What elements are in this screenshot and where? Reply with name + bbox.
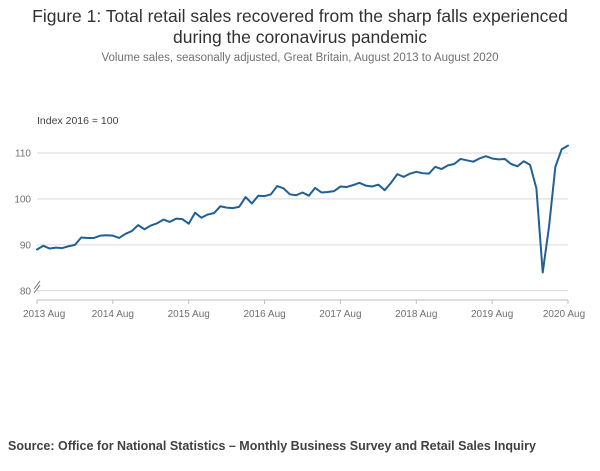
series-line-retail-sales [36,144,569,274]
x-tick-label-2: 2015 Aug [168,309,210,320]
x-tick-label-5: 2018 Aug [395,309,437,320]
y-tick-label-90: 90 [20,240,32,251]
chart-title-line-1: Figure 1: Total retail sales recovered f… [32,6,568,26]
y-tick-label-80: 80 [20,286,32,297]
x-tick-label-1: 2014 Aug [92,309,134,320]
axis-break-mark-1 [33,284,41,294]
chart-title-line-2: during the coronavirus pandemic [173,27,427,47]
source-note: Source: Office for National Statistics –… [8,439,536,453]
axis-break-mark-2 [33,280,41,290]
y-tick-label-110: 110 [15,148,31,159]
x-tick-label-0: 2013 Aug [23,309,65,320]
x-tick-label-6: 2019 Aug [471,309,513,320]
x-tick-label-3: 2016 Aug [243,309,285,320]
x-tick-label-4: 2017 Aug [319,309,361,320]
line-chart: Index 2016 = 100 80 90 100 110 2013 Aug 2014 A… [14,115,585,320]
x-tick-label-7: 2020 Aug [543,309,585,320]
y-axis-label: Index 2016 = 100 [37,115,119,127]
y-tick-label-100: 100 [14,194,31,205]
chart-subtitle: Volume sales, seasonally adjusted, Great… [101,52,499,64]
chart-title: Figure 1: Total retail sales recovered f… [0,6,600,48]
